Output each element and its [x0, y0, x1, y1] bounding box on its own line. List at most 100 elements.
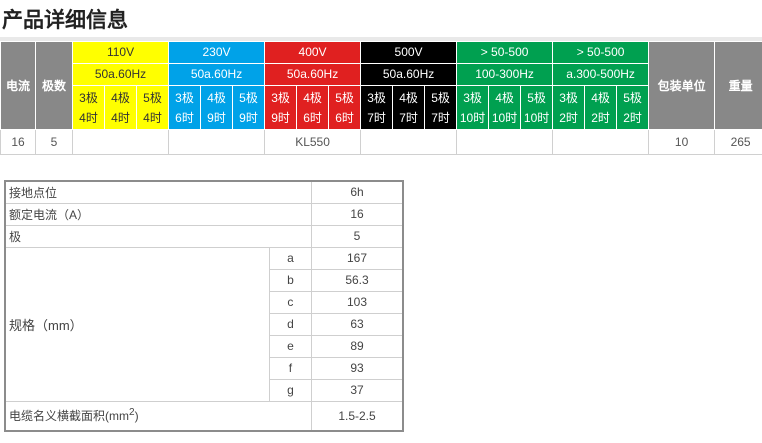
header-current: 电流	[0, 41, 36, 130]
row-gt-b-empty	[552, 129, 650, 155]
dim-key: g	[268, 378, 313, 402]
pole-label: 3极	[367, 90, 386, 105]
row-packing: 10	[648, 129, 716, 155]
page-title: 产品详细信息	[2, 9, 128, 32]
ground-label: 接地点位	[4, 180, 313, 204]
pole-label: 4极	[111, 90, 130, 105]
time-label: 10时	[523, 110, 550, 125]
pole-time-cell: 5极 10时	[520, 85, 554, 130]
pole-time-cell: 3极 4时	[72, 85, 105, 130]
dim-key: a	[268, 246, 313, 270]
dim-key: c	[268, 290, 313, 314]
pole-label: 4极	[591, 90, 610, 105]
time-label: 9时	[271, 110, 290, 125]
pole-label: 5极	[623, 90, 642, 105]
freq-230: 50a.60Hz	[168, 63, 266, 86]
pole-time-cell: 4极 6时	[296, 85, 330, 130]
pole-label: 4极	[399, 90, 418, 105]
pole-time-cell: 3极 6时	[168, 85, 202, 130]
rated-current-value: 16	[311, 202, 404, 226]
time-label: 7时	[431, 110, 450, 125]
pole-value: 5	[311, 224, 404, 248]
pole-time-cell: 3极 9时	[264, 85, 298, 130]
time-label: 10时	[459, 110, 486, 125]
pole-time-cell: 3极 2时	[552, 85, 586, 130]
cable-section-value: 1.5-2.5	[311, 400, 404, 432]
pole-label: 3极	[175, 90, 194, 105]
cable-section-label-end: )	[134, 409, 139, 424]
time-label: 6时	[335, 110, 354, 125]
freq-300-500: a.300-500Hz	[552, 63, 650, 86]
freq-500: 50a.60Hz	[360, 63, 458, 86]
time-label: 6时	[175, 110, 194, 125]
header-weight: 重量	[714, 41, 762, 130]
time-label: 10时	[491, 110, 518, 125]
dim-value: 37	[311, 378, 404, 402]
pole-time-cell: 4极 10时	[488, 85, 522, 130]
dim-value: 89	[311, 334, 404, 358]
pole-time-cell: 3极 10时	[456, 85, 490, 130]
pole-label: 3极	[271, 90, 290, 105]
pole-label: 4极	[495, 90, 514, 105]
pole-time-cell: 4极 4时	[104, 85, 137, 130]
voltage-400: 400V	[264, 41, 362, 64]
pole-time-cell: 5极 2时	[616, 85, 650, 130]
time-label: 6时	[303, 110, 322, 125]
header-poles: 极数	[35, 41, 73, 130]
time-label: 7时	[399, 110, 418, 125]
dimensions-label: 规格（mm）	[4, 246, 270, 402]
pole-label: 极	[4, 224, 313, 248]
spec-table: 电流 极数 110V 230V 400V 500V > 50-500 > 50-…	[0, 41, 762, 155]
time-label: 2时	[591, 110, 610, 125]
dim-value: 56.3	[311, 268, 404, 292]
row-230-empty	[168, 129, 266, 155]
pole-time-cell: 4极 7时	[392, 85, 426, 130]
pole-label: 3极	[79, 90, 98, 105]
time-label: 9时	[239, 110, 258, 125]
time-label: 4时	[143, 110, 162, 125]
row-current: 16	[0, 129, 36, 155]
dim-value: 103	[311, 290, 404, 314]
pole-time-cell: 4极 9时	[200, 85, 234, 130]
row-model: KL550	[264, 129, 362, 155]
dim-key: d	[268, 312, 313, 336]
pole-time-cell: 3极 7时	[360, 85, 394, 130]
row-weight: 265	[714, 129, 762, 155]
dim-value: 63	[311, 312, 404, 336]
pole-label: 5极	[431, 90, 450, 105]
time-label: 7时	[367, 110, 386, 125]
cable-section-label-sup: 2	[129, 407, 135, 419]
pole-label: 4极	[303, 90, 322, 105]
voltage-500: 500V	[360, 41, 458, 64]
pole-label: 5极	[527, 90, 546, 105]
dim-key: f	[268, 356, 313, 380]
pole-label: 3极	[559, 90, 578, 105]
pole-time-cell: 5极 6时	[328, 85, 362, 130]
cable-section-label-text: 电缆名义横截面积(mm	[9, 409, 129, 424]
time-label: 9时	[207, 110, 226, 125]
pole-time-cell: 5极 4时	[135, 85, 170, 130]
time-label: 2时	[559, 110, 578, 125]
row-poles: 5	[35, 129, 73, 155]
row-110-empty	[71, 129, 170, 155]
time-label: 4时	[111, 110, 130, 125]
row-gt-a-empty	[456, 129, 554, 155]
pole-label: 4极	[207, 90, 226, 105]
detail-table: 接地点位 6h 额定电流（A） 16 极 5 规格（mm） a 167 b 56…	[4, 180, 404, 432]
freq-100-300: 100-300Hz	[456, 63, 554, 86]
time-label: 2时	[623, 110, 642, 125]
header-packing: 包装单位	[648, 41, 716, 130]
dim-value: 167	[311, 246, 404, 270]
pole-time-cell: 5极 9时	[232, 85, 266, 130]
freq-400: 50a.60Hz	[264, 63, 362, 86]
pole-label: 5极	[239, 90, 258, 105]
dim-key: e	[268, 334, 313, 358]
dim-key: b	[268, 268, 313, 292]
pole-label: 3极	[463, 90, 482, 105]
ground-value: 6h	[311, 180, 404, 204]
pole-label: 5极	[143, 90, 162, 105]
time-label: 4时	[79, 110, 98, 125]
pole-label: 5极	[335, 90, 354, 105]
pole-time-cell: 4极 2时	[584, 85, 618, 130]
freq-110: 50a.60Hz	[71, 63, 170, 86]
